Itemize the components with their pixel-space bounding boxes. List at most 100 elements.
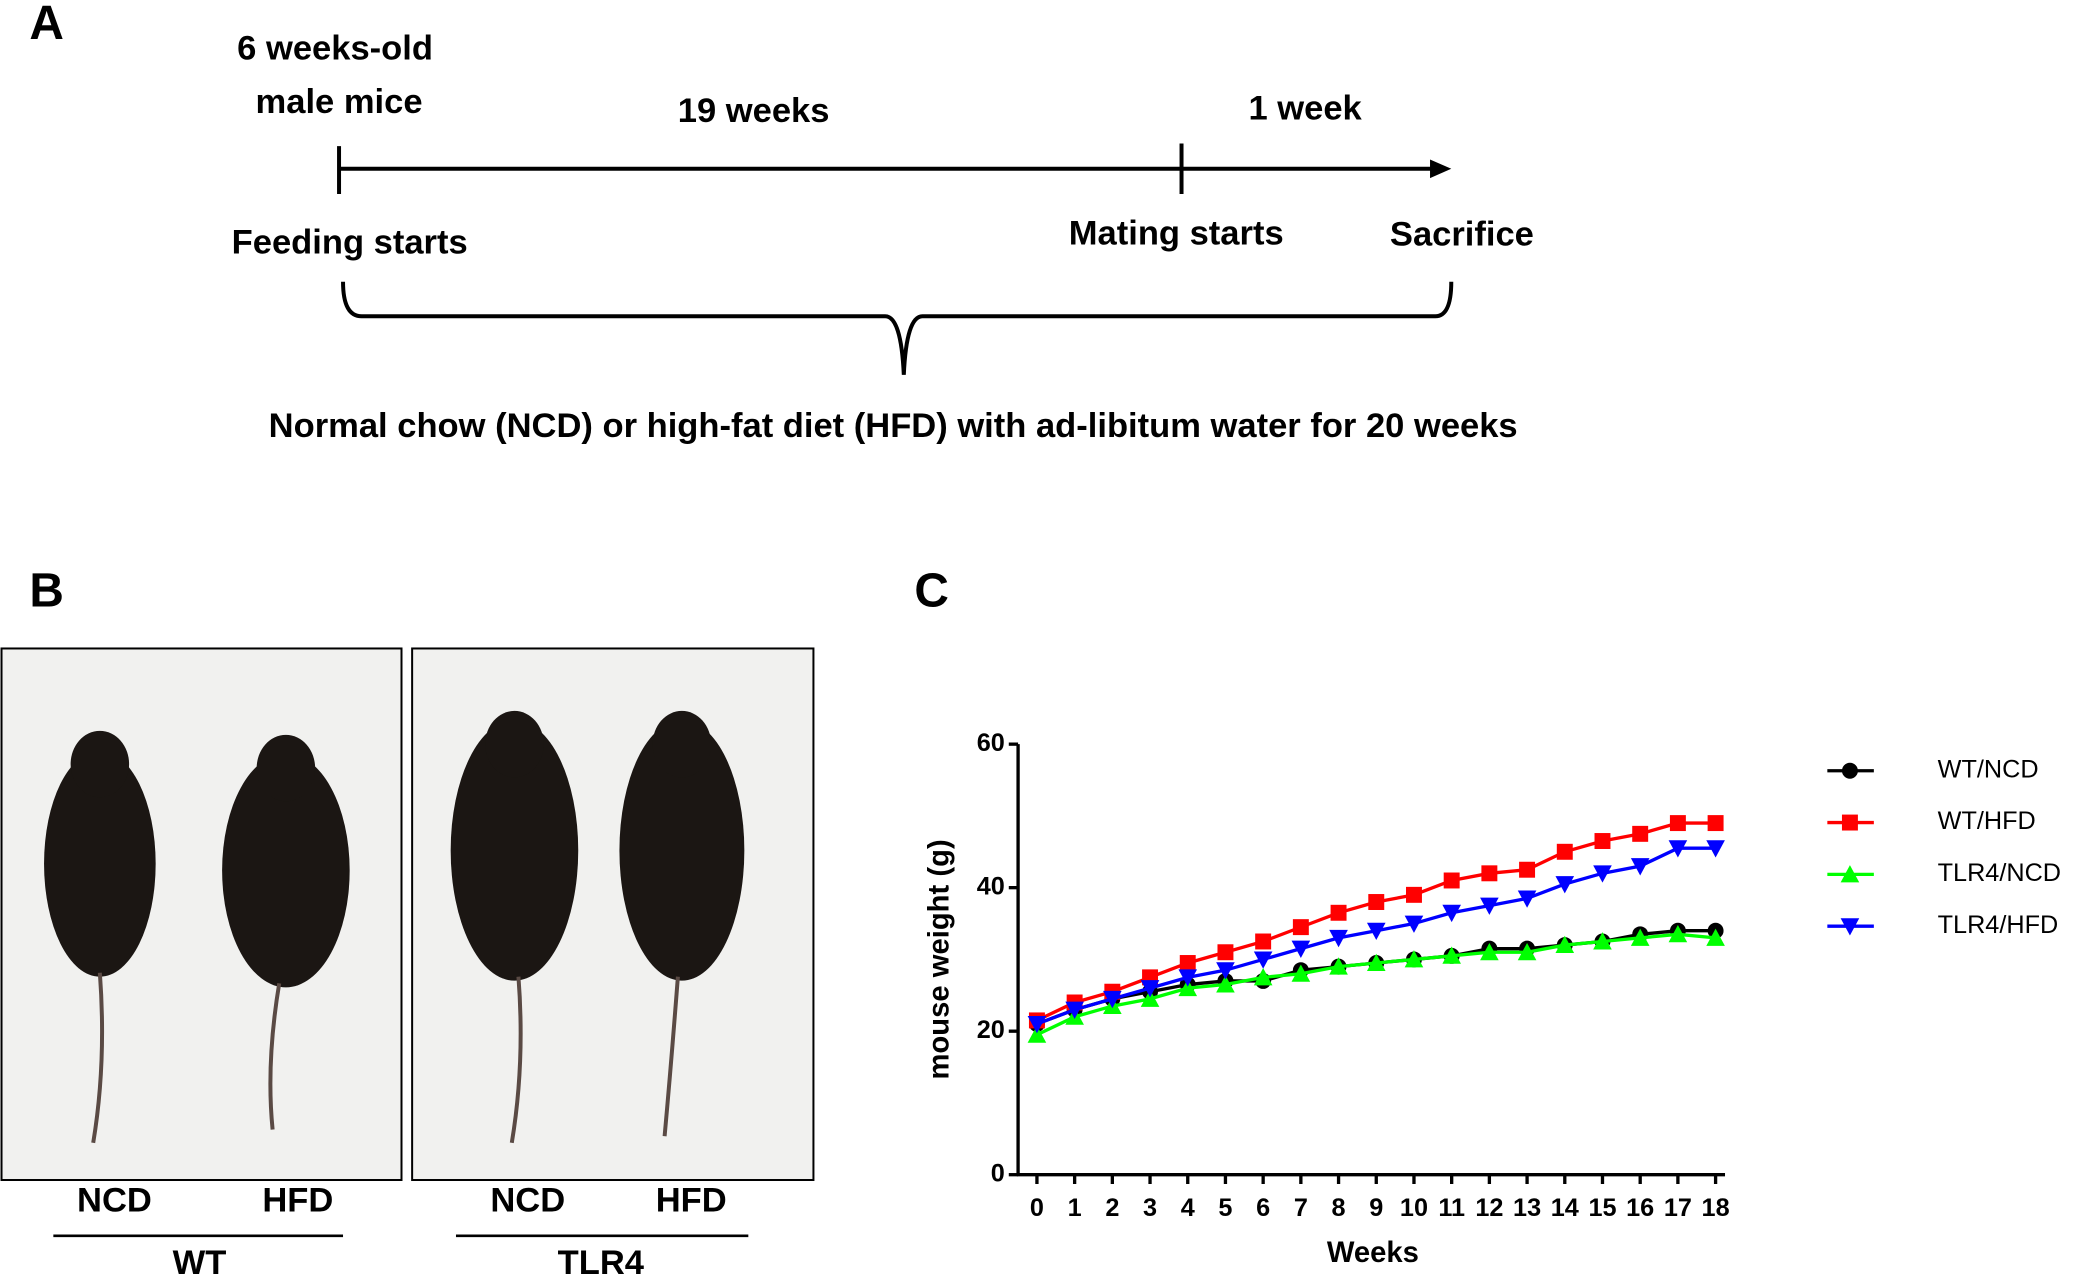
legend-label: WT/NCD xyxy=(1938,755,2039,783)
timeline-event: Feeding starts xyxy=(232,224,468,262)
x-tick-label: 12 xyxy=(1475,1194,1503,1222)
data-point xyxy=(1632,825,1649,842)
group-label: TLR4 xyxy=(558,1244,645,1281)
legend-label: TLR4/HFD xyxy=(1938,911,2059,939)
group-label: WT xyxy=(173,1244,227,1281)
timeline-label: male mice xyxy=(256,83,423,121)
data-point xyxy=(1291,940,1311,958)
data-point xyxy=(1517,942,1537,961)
data-point xyxy=(1140,980,1160,998)
legend-label: WT/HFD xyxy=(1938,807,2036,835)
mouse-tails xyxy=(91,972,680,1144)
data-point xyxy=(1404,950,1424,968)
diet-label: HFD xyxy=(262,1182,333,1220)
data-point xyxy=(1140,989,1160,1007)
y-tick-label: 0 xyxy=(991,1159,1005,1187)
data-point xyxy=(1217,944,1234,961)
data-point xyxy=(1668,840,1688,858)
data-point xyxy=(1368,894,1385,910)
data-point xyxy=(1480,942,1499,961)
data-point xyxy=(1027,1016,1047,1034)
data-point xyxy=(1594,833,1611,849)
y-tick-label: 40 xyxy=(977,872,1005,900)
timeline-event: Mating starts xyxy=(1069,214,1284,252)
diet-label: HFD xyxy=(656,1182,727,1220)
diet-label: NCD xyxy=(77,1182,152,1220)
y-tick-label: 20 xyxy=(977,1016,1005,1044)
data-point xyxy=(1706,840,1725,858)
x-axis-label: Weeks xyxy=(1327,1237,1419,1269)
x-tick-label: 5 xyxy=(1218,1194,1232,1222)
timeline-label: 6 weeks-old xyxy=(237,30,433,68)
data-point xyxy=(1178,978,1198,997)
panel-label: B xyxy=(29,565,64,618)
mouse-drawings xyxy=(44,710,745,988)
panel-label: C xyxy=(914,565,949,618)
diet-label: NCD xyxy=(490,1182,565,1220)
data-point xyxy=(1179,955,1196,971)
y-tick-label: 60 xyxy=(977,729,1005,757)
data-point xyxy=(1630,928,1650,946)
series-line xyxy=(1036,929,1716,1026)
data-point xyxy=(1255,933,1272,950)
data-point xyxy=(1630,858,1650,876)
data-point xyxy=(1329,957,1348,975)
data-point xyxy=(1253,968,1273,986)
legend-marker xyxy=(1841,814,1858,831)
data-point xyxy=(1366,953,1386,971)
data-point xyxy=(1555,876,1575,894)
data-point xyxy=(1292,919,1309,936)
legend-marker xyxy=(1840,865,1860,883)
x-tick-label: 14 xyxy=(1551,1194,1579,1222)
x-tick-label: 15 xyxy=(1588,1194,1616,1222)
x-tick-label: 2 xyxy=(1105,1194,1119,1222)
x-tick-label: 0 xyxy=(1030,1194,1044,1222)
data-point xyxy=(1253,951,1273,969)
x-tick-label: 9 xyxy=(1369,1194,1383,1222)
panel-b: B NCD HFD WT NCD HFD TLR4 xyxy=(0,565,815,1281)
x-tick-label: 13 xyxy=(1513,1194,1541,1222)
data-point xyxy=(1065,1001,1084,1019)
data-point xyxy=(1216,975,1235,993)
timeline-label: 1 week xyxy=(1248,89,1362,127)
timeline-event: Sacrifice xyxy=(1390,216,1534,254)
x-tick-label: 7 xyxy=(1294,1194,1308,1222)
timeline-note: Normal chow (NCD) or high-fat diet (HFD)… xyxy=(269,407,1518,445)
data-point xyxy=(1291,964,1311,982)
data-point xyxy=(1330,904,1347,921)
legend-label: TLR4/NCD xyxy=(1938,859,2061,887)
x-tick-label: 3 xyxy=(1143,1194,1157,1222)
panel-label: A xyxy=(29,0,64,50)
x-tick-label: 4 xyxy=(1181,1194,1195,1222)
data-point xyxy=(1216,962,1235,980)
data-point xyxy=(1556,843,1573,860)
x-tick-label: 16 xyxy=(1626,1194,1654,1222)
data-point xyxy=(1519,861,1536,878)
y-axis-label: mouse weight (g) xyxy=(924,839,956,1079)
brace xyxy=(341,281,1454,375)
data-point xyxy=(1593,932,1612,950)
data-point xyxy=(1404,915,1424,933)
data-point xyxy=(1103,990,1122,1009)
data-point xyxy=(1442,904,1461,923)
data-point xyxy=(1593,865,1612,883)
data-point xyxy=(1178,969,1198,987)
x-tick-label: 10 xyxy=(1400,1194,1428,1222)
x-tick-label: 6 xyxy=(1256,1194,1270,1222)
data-point xyxy=(1366,922,1386,941)
data-point xyxy=(1481,865,1498,882)
data-point xyxy=(1668,925,1688,943)
timeline-label: 19 weeks xyxy=(678,92,830,130)
data-point xyxy=(1669,815,1686,832)
data-point xyxy=(1555,935,1575,954)
data-point xyxy=(1517,890,1537,908)
series-line xyxy=(1036,932,1716,1037)
data-point xyxy=(1329,929,1348,948)
x-tick-label: 11 xyxy=(1438,1194,1465,1222)
legend-marker xyxy=(1840,918,1860,936)
arrow-head xyxy=(1430,159,1452,179)
data-point xyxy=(1706,928,1725,946)
data-point xyxy=(1442,946,1461,964)
